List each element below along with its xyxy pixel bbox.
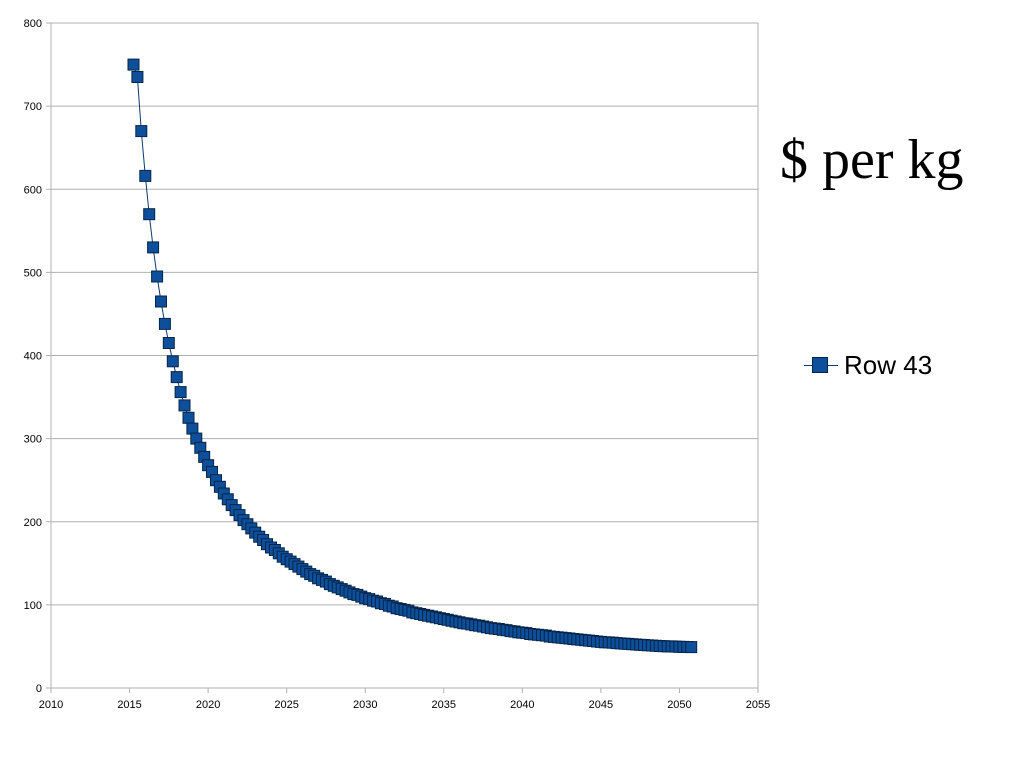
data-point <box>158 317 171 330</box>
legend: Row 43 <box>804 350 932 381</box>
data-point <box>162 337 175 349</box>
data-point <box>155 295 167 308</box>
x-tick-label: 2025 <box>274 699 298 711</box>
data-point <box>182 411 195 424</box>
data-point <box>147 241 160 254</box>
data-point <box>170 371 183 384</box>
data-point <box>186 422 199 435</box>
data-point <box>174 386 187 399</box>
x-tick-label: 2030 <box>353 699 377 711</box>
y-tick-label: 500 <box>24 267 42 279</box>
x-tick-label: 2035 <box>432 699 456 711</box>
y-tick-label: 800 <box>24 18 42 30</box>
y-tick-label: 300 <box>24 434 42 446</box>
data-point <box>166 355 179 368</box>
data-point <box>139 169 152 182</box>
y-tick-label: 700 <box>24 101 42 113</box>
data-point <box>127 58 140 71</box>
plot-frame <box>50 22 759 689</box>
legend-marker <box>804 355 838 377</box>
gridlines <box>46 22 759 693</box>
x-tick-label: 2010 <box>39 699 63 711</box>
x-tick-label: 2045 <box>589 699 613 711</box>
x-tick-label: 2055 <box>746 699 770 711</box>
y-tick-label: 0 <box>36 683 42 695</box>
data-point <box>131 71 144 83</box>
x-tick-labels: 2010 2015 2020 2025 2030 2035 2040 2045 2050 2055 <box>39 699 770 711</box>
y-tick-label: 100 <box>24 600 42 612</box>
data-point <box>143 208 156 221</box>
x-tick-label: 2020 <box>196 699 220 711</box>
chart-title: $ per kg <box>780 129 964 191</box>
legend-label-row-43: Row 43 <box>844 350 933 380</box>
data-points <box>127 58 698 654</box>
x-tick-label: 2040 <box>510 699 534 711</box>
y-tick-label: 600 <box>24 184 42 196</box>
data-point <box>135 125 148 138</box>
x-tick-label: 2015 <box>117 699 141 711</box>
y-tick-label: 200 <box>24 517 42 529</box>
data-point <box>178 399 191 412</box>
y-tick-labels: 0 100 200 300 400 500 600 700 800 <box>24 18 42 695</box>
x-tick-label: 2050 <box>667 699 691 711</box>
data-point <box>151 270 164 283</box>
data-point <box>685 641 698 654</box>
y-tick-label: 400 <box>24 351 42 363</box>
